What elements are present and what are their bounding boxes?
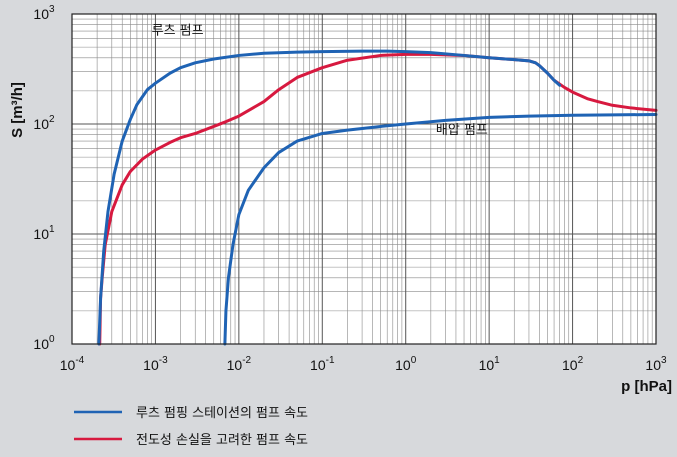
y-tick-label: 101 xyxy=(33,224,55,242)
series-line-0 xyxy=(97,49,562,346)
x-axis-ticks: 10-4 10-3 10-2 10-1 100 101 102 103 xyxy=(60,355,667,373)
x-tick-label: 101 xyxy=(479,355,501,373)
legend-label-roots-station: 루츠 펌핑 스테이션의 펌프 속도 xyxy=(136,406,308,421)
curve-annotation-1: 배압 펌프 xyxy=(436,123,488,138)
x-tick-label: 10-4 xyxy=(60,355,85,373)
legend: 루츠 펌핑 스테이션의 펌프 속도 전도성 손실을 고려한 펌프 속도 xyxy=(74,406,308,448)
y-tick-label: 103 xyxy=(33,4,55,22)
series-line-1 xyxy=(98,52,658,346)
curve-annotation-0: 루츠 펌프 xyxy=(152,24,204,39)
x-tick-label: 103 xyxy=(645,355,667,373)
series-line-2 xyxy=(223,113,658,346)
y-tick-label: 102 xyxy=(33,114,55,132)
plot-frame xyxy=(71,13,657,345)
x-tick-label: 100 xyxy=(395,355,417,373)
y-axis-ticks: 100 101 102 103 xyxy=(33,4,55,352)
x-axis-label: p [hPa] xyxy=(621,378,672,395)
x-tick-label: 10-2 xyxy=(227,355,252,373)
x-tick-label: 10-1 xyxy=(310,355,335,373)
y-axis-label: S [m³/h] xyxy=(9,82,26,138)
legend-label-conductance-loss: 전도성 손실을 고려한 펌프 속도 xyxy=(136,433,308,448)
y-tick-label: 100 xyxy=(33,334,55,352)
x-tick-label: 10-3 xyxy=(143,355,168,373)
series-layer xyxy=(97,49,658,346)
plot-area xyxy=(72,14,656,344)
x-tick-label: 102 xyxy=(562,355,584,373)
